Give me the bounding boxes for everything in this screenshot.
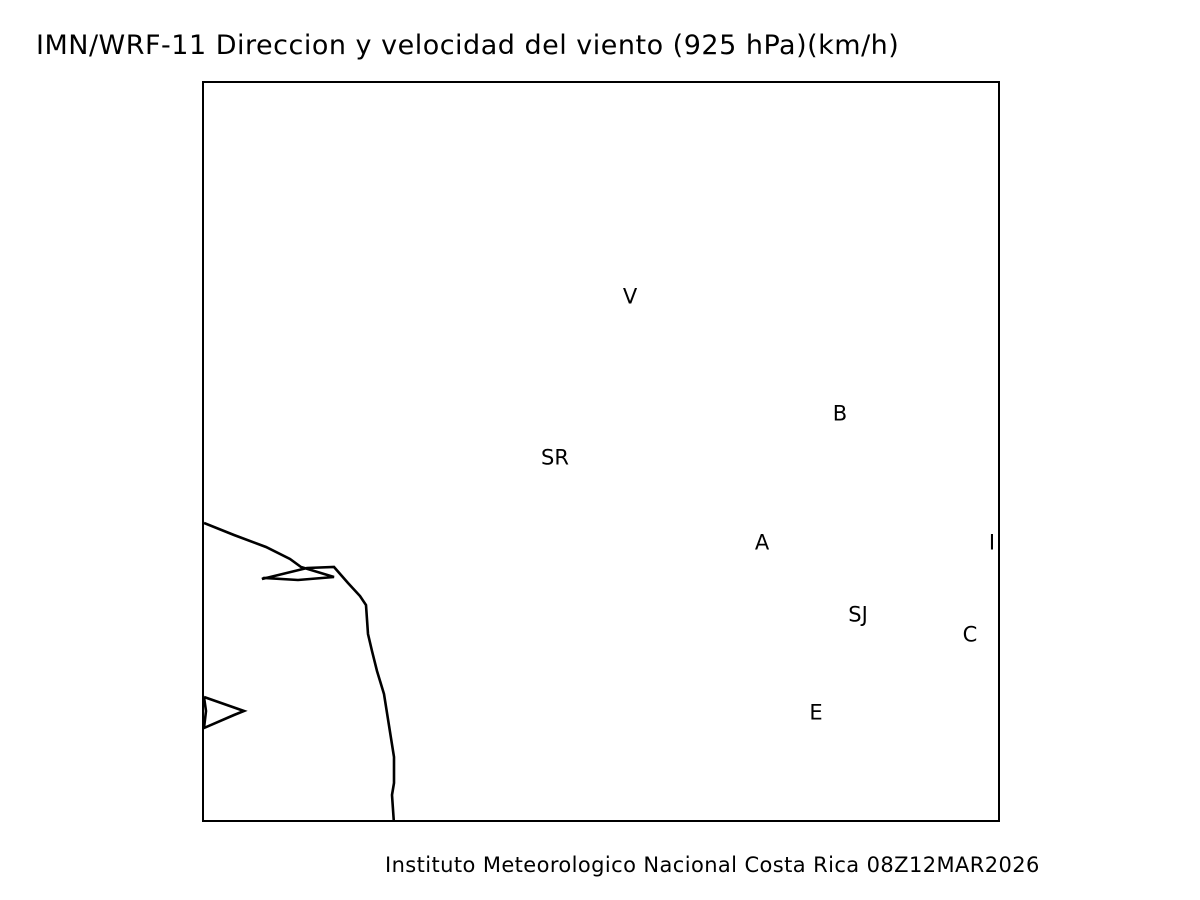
coastline-main (204, 521, 396, 820)
station-label-e: E (809, 700, 823, 725)
page-title: IMN/WRF-11 Direccion y velocidad del vie… (36, 30, 900, 61)
station-label-c: C (962, 622, 978, 647)
station-label-v: V (622, 284, 638, 309)
station-label-i: I (988, 530, 996, 555)
station-label-sr: SR (541, 445, 569, 470)
coastline-layer (204, 521, 396, 820)
chart-footer: Instituto Meteorologico Nacional Costa R… (385, 853, 1040, 877)
coastline-paths (204, 521, 396, 820)
station-label-b: B (832, 401, 848, 426)
coastline-island (204, 695, 248, 730)
station-label-sj: SJ (848, 602, 868, 627)
map-plot-area: V B SR A I SJ C E (202, 81, 1000, 822)
station-label-a: A (754, 530, 770, 555)
